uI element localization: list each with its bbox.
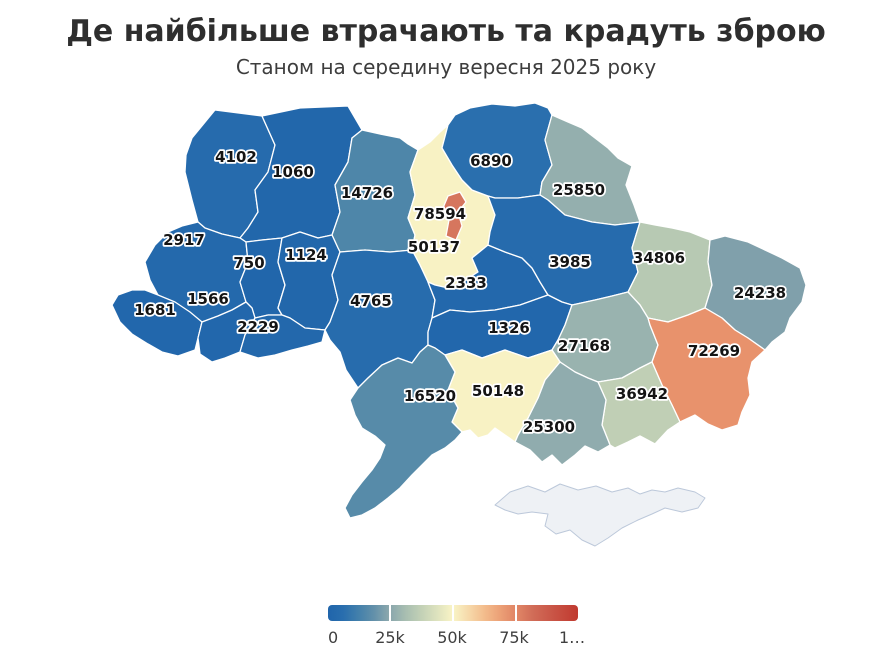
region-value-label-luhansk: 24238 [734, 284, 786, 302]
region-value-label-lviv: 2917 [163, 231, 205, 249]
region-value-label-zakarpattia: 1681 [134, 301, 176, 319]
region-value-label-ivano-frankivsk: 1566 [187, 290, 229, 308]
legend-tick-100k: 1… [559, 628, 586, 647]
region-value-label-volyn: 4102 [215, 148, 257, 166]
region-crimea[interactable] [494, 483, 706, 547]
legend-tick-25k: 25k [375, 628, 405, 647]
legend-gradient-segment-3 [454, 605, 515, 621]
region-donetsk[interactable] [647, 307, 766, 431]
region-value-label-cherkasy: 2333 [445, 274, 487, 292]
region-value-label-sumy: 25850 [553, 181, 605, 199]
region-value-label-chernivtsi: 2229 [237, 318, 279, 336]
region-value-label-vinnytsia: 4765 [350, 292, 392, 310]
color-legend-gradient-bar [328, 605, 578, 621]
color-legend-ticks: 0 25k 50k 75k 1… [328, 628, 585, 650]
region-kyiv-city[interactable] [442, 191, 467, 241]
color-legend: 0 25k 50k 75k 1… [328, 605, 585, 651]
region-value-label-kyiv-oblast: 50137 [408, 238, 460, 256]
region-value-label-kyiv-city: 78594 [414, 205, 466, 223]
map-regions [111, 102, 807, 547]
legend-tick-0: 0 [328, 628, 339, 647]
legend-tick-50k: 50k [437, 628, 467, 647]
region-value-label-chernihiv: 6890 [470, 152, 512, 170]
region-chernivtsi[interactable] [239, 314, 326, 359]
region-zakarpattia[interactable] [111, 289, 203, 357]
region-value-label-poltava: 3985 [549, 253, 591, 271]
legend-gradient-segment-1 [328, 605, 389, 621]
map-value-labels: 4102 1060 14726 78594 50137 6890 25850 2… [132, 146, 787, 437]
region-value-label-zaporizhzhia: 36942 [616, 385, 668, 403]
page-title: Де найбільше втрачають та крадуть зброю [66, 14, 826, 49]
region-value-label-donetsk: 72269 [688, 342, 740, 360]
legend-tick-75k: 75k [499, 628, 529, 647]
region-value-label-kharkiv: 34806 [633, 249, 685, 267]
region-value-label-khmelnytskyi: 1124 [285, 246, 327, 264]
region-value-label-zhytomyr: 14726 [341, 184, 393, 202]
region-value-label-ternopil: 750 [233, 254, 264, 272]
region-odesa[interactable] [344, 344, 463, 519]
region-value-label-kirovohrad: 1326 [488, 319, 530, 337]
legend-gradient-segment-4 [517, 605, 578, 621]
legend-gradient-segment-2 [391, 605, 452, 621]
region-zaporizhzhia[interactable] [597, 361, 681, 449]
region-value-label-rivne: 1060 [272, 163, 314, 181]
region-value-label-odesa: 16520 [404, 387, 456, 405]
header: Де найбільше втрачають та крадуть зброю … [0, 0, 892, 79]
region-value-label-mykolaiv: 50148 [472, 382, 524, 400]
region-value-label-dnipropetrovsk: 27168 [558, 337, 610, 355]
region-value-label-kherson: 25300 [523, 418, 575, 436]
page-subtitle: Станом на середину вересня 2025 року [235, 55, 657, 79]
